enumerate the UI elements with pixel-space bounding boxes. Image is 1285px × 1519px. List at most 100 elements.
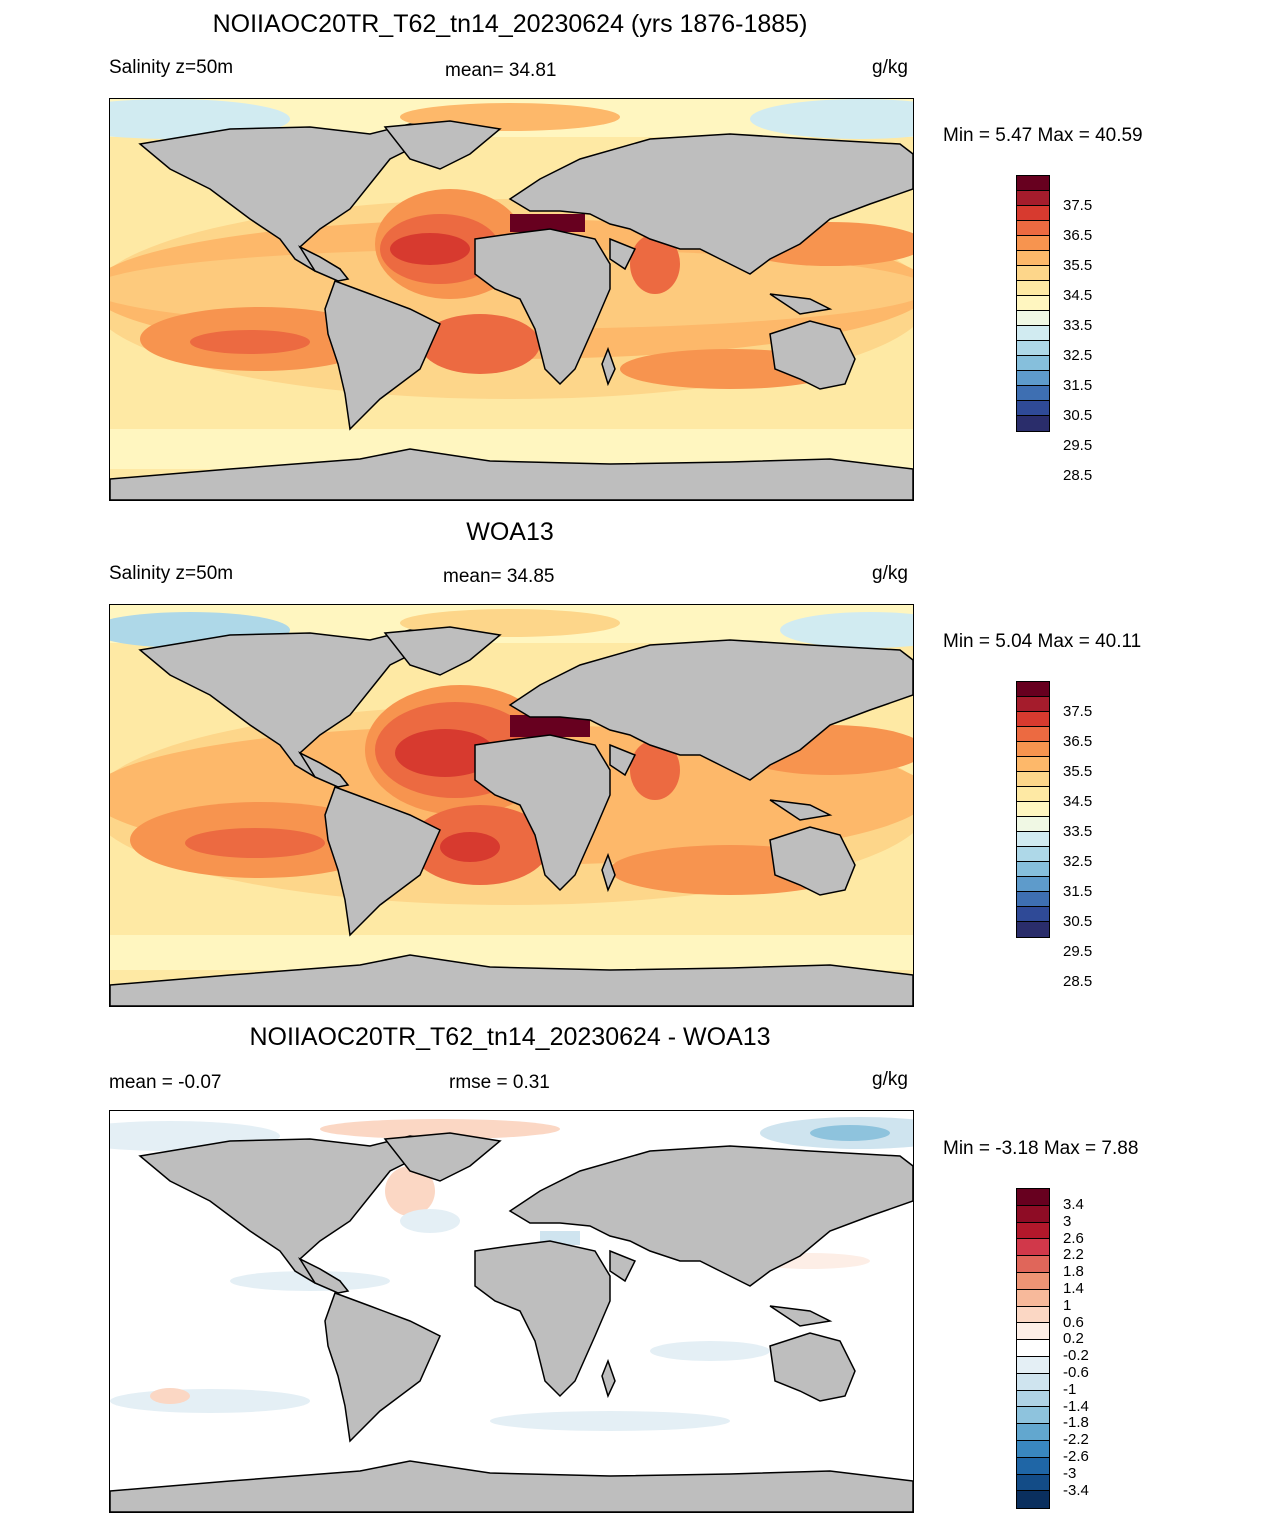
colorbar-tick-label: 30.5 xyxy=(1063,407,1093,424)
colorbar-box xyxy=(1017,1407,1049,1425)
colorbar-box xyxy=(1017,697,1049,712)
colorbar-tick-label: 3 xyxy=(1063,1212,1072,1230)
panel-2-units-label: g/kg xyxy=(872,563,908,584)
colorbar-tick-label: 35.5 xyxy=(1063,257,1093,274)
colorbar-box xyxy=(1017,341,1049,356)
colorbar-tick-label: 29.5 xyxy=(1063,943,1093,960)
colorbar-box xyxy=(1017,682,1049,697)
colorbar-box xyxy=(1017,1491,1049,1509)
colorbar-tick-label: 37.5 xyxy=(1063,703,1093,720)
colorbar-box xyxy=(1017,742,1049,757)
colorbar-box xyxy=(1017,236,1049,251)
colorbar-box xyxy=(1017,1424,1049,1441)
colorbar-box xyxy=(1017,401,1049,416)
colorbar-tick-label: 32.5 xyxy=(1063,347,1093,364)
colorbar-tick-label: 37.5 xyxy=(1063,197,1093,214)
colorbar-tick-label: 31.5 xyxy=(1063,883,1093,900)
colorbar-tick-label: -2.2 xyxy=(1063,1431,1089,1449)
panel-3-rmse-label: rmse = 0.31 xyxy=(449,1072,550,1093)
colorbar-tick-label: 3.4 xyxy=(1063,1196,1084,1213)
colorbar-tick-label: 2.6 xyxy=(1063,1229,1084,1247)
panel-3-units-label: g/kg xyxy=(872,1069,908,1090)
colorbar-box xyxy=(1017,206,1049,221)
colorbar-box xyxy=(1017,1189,1049,1206)
panel-1-minmax: Min = 5.47 Max = 40.59 xyxy=(943,125,1143,146)
colorbar-box xyxy=(1017,877,1049,892)
panel-2-variable-label: Salinity z=50m xyxy=(109,563,234,584)
colorbar-box xyxy=(1017,772,1049,787)
colorbar-box xyxy=(1017,326,1049,341)
colorbar-box xyxy=(1017,1289,1049,1307)
colorbar-box xyxy=(1017,371,1049,386)
panel-1-colorbar xyxy=(1016,175,1050,432)
colorbar-tick-label: 1 xyxy=(1063,1296,1072,1314)
colorbar-box xyxy=(1017,727,1049,742)
panel-1-title: NOIIAOC20TR_T62_tn14_20230624 (yrs 1876-… xyxy=(212,10,808,38)
colorbar-box xyxy=(1017,386,1049,401)
colorbar-box xyxy=(1017,892,1049,907)
colorbar-tick-label: 31.5 xyxy=(1063,377,1093,394)
colorbar-tick-label: 0.6 xyxy=(1063,1313,1084,1331)
colorbar-tick-label: 36.5 xyxy=(1063,733,1093,750)
colorbar-box xyxy=(1017,1256,1049,1273)
colorbar-tick-label: -3.4 xyxy=(1063,1481,1089,1499)
colorbar-box xyxy=(1017,266,1049,281)
panel-3-map xyxy=(109,1110,914,1513)
colorbar-box xyxy=(1017,1306,1049,1324)
colorbar-box xyxy=(1017,1457,1049,1475)
colorbar-box xyxy=(1017,311,1049,326)
panel-1-map xyxy=(109,98,914,501)
colorbar-box xyxy=(1017,862,1049,877)
colorbar-box xyxy=(1017,1239,1049,1257)
colorbar-box xyxy=(1017,281,1049,296)
colorbar-box xyxy=(1017,251,1049,266)
panel-3-colorbar xyxy=(1016,1188,1050,1510)
colorbar-box xyxy=(1017,847,1049,862)
colorbar-tick-label: -2.6 xyxy=(1063,1448,1089,1465)
colorbar-box xyxy=(1017,712,1049,727)
colorbar-box xyxy=(1017,1440,1049,1458)
colorbar-tick-label: 1.4 xyxy=(1063,1280,1084,1297)
colorbar-box xyxy=(1017,1272,1049,1290)
colorbar-box xyxy=(1017,787,1049,802)
panel-1-variable-label: Salinity z=50m xyxy=(109,57,234,78)
panel-3-minmax: Min = -3.18 Max = 7.88 xyxy=(943,1138,1139,1159)
colorbar-tick-label: 28.5 xyxy=(1063,973,1093,990)
colorbar-tick-label: 1.8 xyxy=(1063,1263,1084,1281)
colorbar-tick-label: -0.2 xyxy=(1063,1347,1089,1365)
colorbar-tick-label: 30.5 xyxy=(1063,913,1093,930)
panel-2-mean-label: mean= 34.85 xyxy=(443,566,555,587)
colorbar-box xyxy=(1017,191,1049,206)
colorbar-box xyxy=(1017,922,1049,937)
colorbar-box xyxy=(1017,176,1049,191)
colorbar-tick-label: 32.5 xyxy=(1063,853,1093,870)
colorbar-tick-label: 34.5 xyxy=(1063,287,1093,304)
colorbar-tick-label: 28.5 xyxy=(1063,467,1093,484)
colorbar-box xyxy=(1017,1390,1049,1408)
panel-2-title: WOA13 xyxy=(466,518,554,546)
panel-1-mean-label: mean= 34.81 xyxy=(445,60,557,81)
colorbar-box xyxy=(1017,1323,1049,1341)
colorbar-tick-label: -1.4 xyxy=(1063,1397,1089,1415)
colorbar-tick-label: -1 xyxy=(1063,1380,1077,1398)
colorbar-tick-label: 0.2 xyxy=(1063,1330,1084,1348)
colorbar-box xyxy=(1017,1356,1049,1374)
panel-2-minmax: Min = 5.04 Max = 40.11 xyxy=(943,631,1142,652)
colorbar-tick-label: -3 xyxy=(1063,1464,1077,1482)
colorbar-tick-label: -1.8 xyxy=(1063,1414,1089,1432)
colorbar-box xyxy=(1017,1222,1049,1240)
colorbar-box xyxy=(1017,1373,1049,1391)
colorbar-box xyxy=(1017,802,1049,817)
colorbar-box xyxy=(1017,907,1049,922)
colorbar-box xyxy=(1017,416,1049,431)
colorbar-box xyxy=(1017,1205,1049,1223)
colorbar-box xyxy=(1017,221,1049,236)
colorbar-tick-label: 29.5 xyxy=(1063,437,1093,454)
panel-2-map xyxy=(109,604,914,1007)
colorbar-tick-label: -0.6 xyxy=(1063,1364,1089,1381)
colorbar-box xyxy=(1017,1340,1049,1357)
colorbar-box xyxy=(1017,817,1049,832)
colorbar-box xyxy=(1017,356,1049,371)
panel-2-colorbar xyxy=(1016,681,1050,938)
panel-3-title: NOIIAOC20TR_T62_tn14_20230624 - WOA13 xyxy=(249,1023,771,1051)
